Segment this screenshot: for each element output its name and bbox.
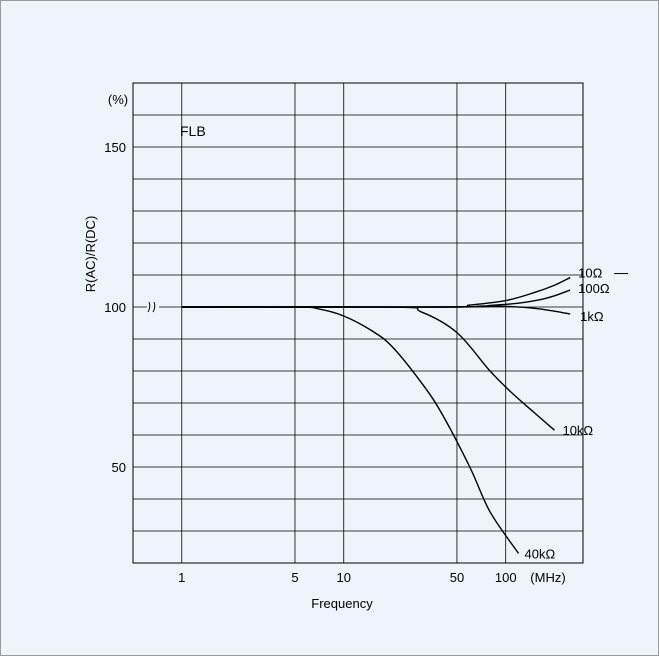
x-axis-label: Frequency xyxy=(311,596,373,611)
y-axis-label: R(AC)/R(DC) xyxy=(83,216,98,293)
data-curves xyxy=(181,276,571,554)
x-tick-label: 50 xyxy=(450,570,464,585)
plot-border xyxy=(132,82,584,564)
y-unit-label: (%) xyxy=(108,92,128,107)
series-line-1 xyxy=(181,276,571,308)
axis-break-mark xyxy=(147,301,156,313)
axis-break-mask xyxy=(147,302,159,312)
series-label-5: 40kΩ xyxy=(525,546,556,561)
y-tick-label: 50 xyxy=(112,460,126,475)
x-tick-label: 1 xyxy=(178,570,185,585)
series-label-1: 10Ω xyxy=(578,266,602,281)
tick-labels: 1 5 10 50 100 50 100 150 xyxy=(104,140,516,585)
series-line-5 xyxy=(181,306,520,554)
y-tick-label: 150 xyxy=(104,140,126,155)
x-tick-label: 10 xyxy=(337,570,351,585)
panel-label: FLB xyxy=(180,123,206,139)
series-line-4 xyxy=(181,305,555,431)
x-tick-label: 100 xyxy=(495,570,517,585)
series-label-3: 1kΩ xyxy=(580,309,604,324)
x-unit-label: (MHz) xyxy=(530,570,565,585)
series-label-4: 10kΩ xyxy=(562,423,593,438)
x-tick-label: 5 xyxy=(291,570,298,585)
series-label-2: 100Ω xyxy=(578,281,610,296)
y-tick-label: 100 xyxy=(104,300,126,315)
